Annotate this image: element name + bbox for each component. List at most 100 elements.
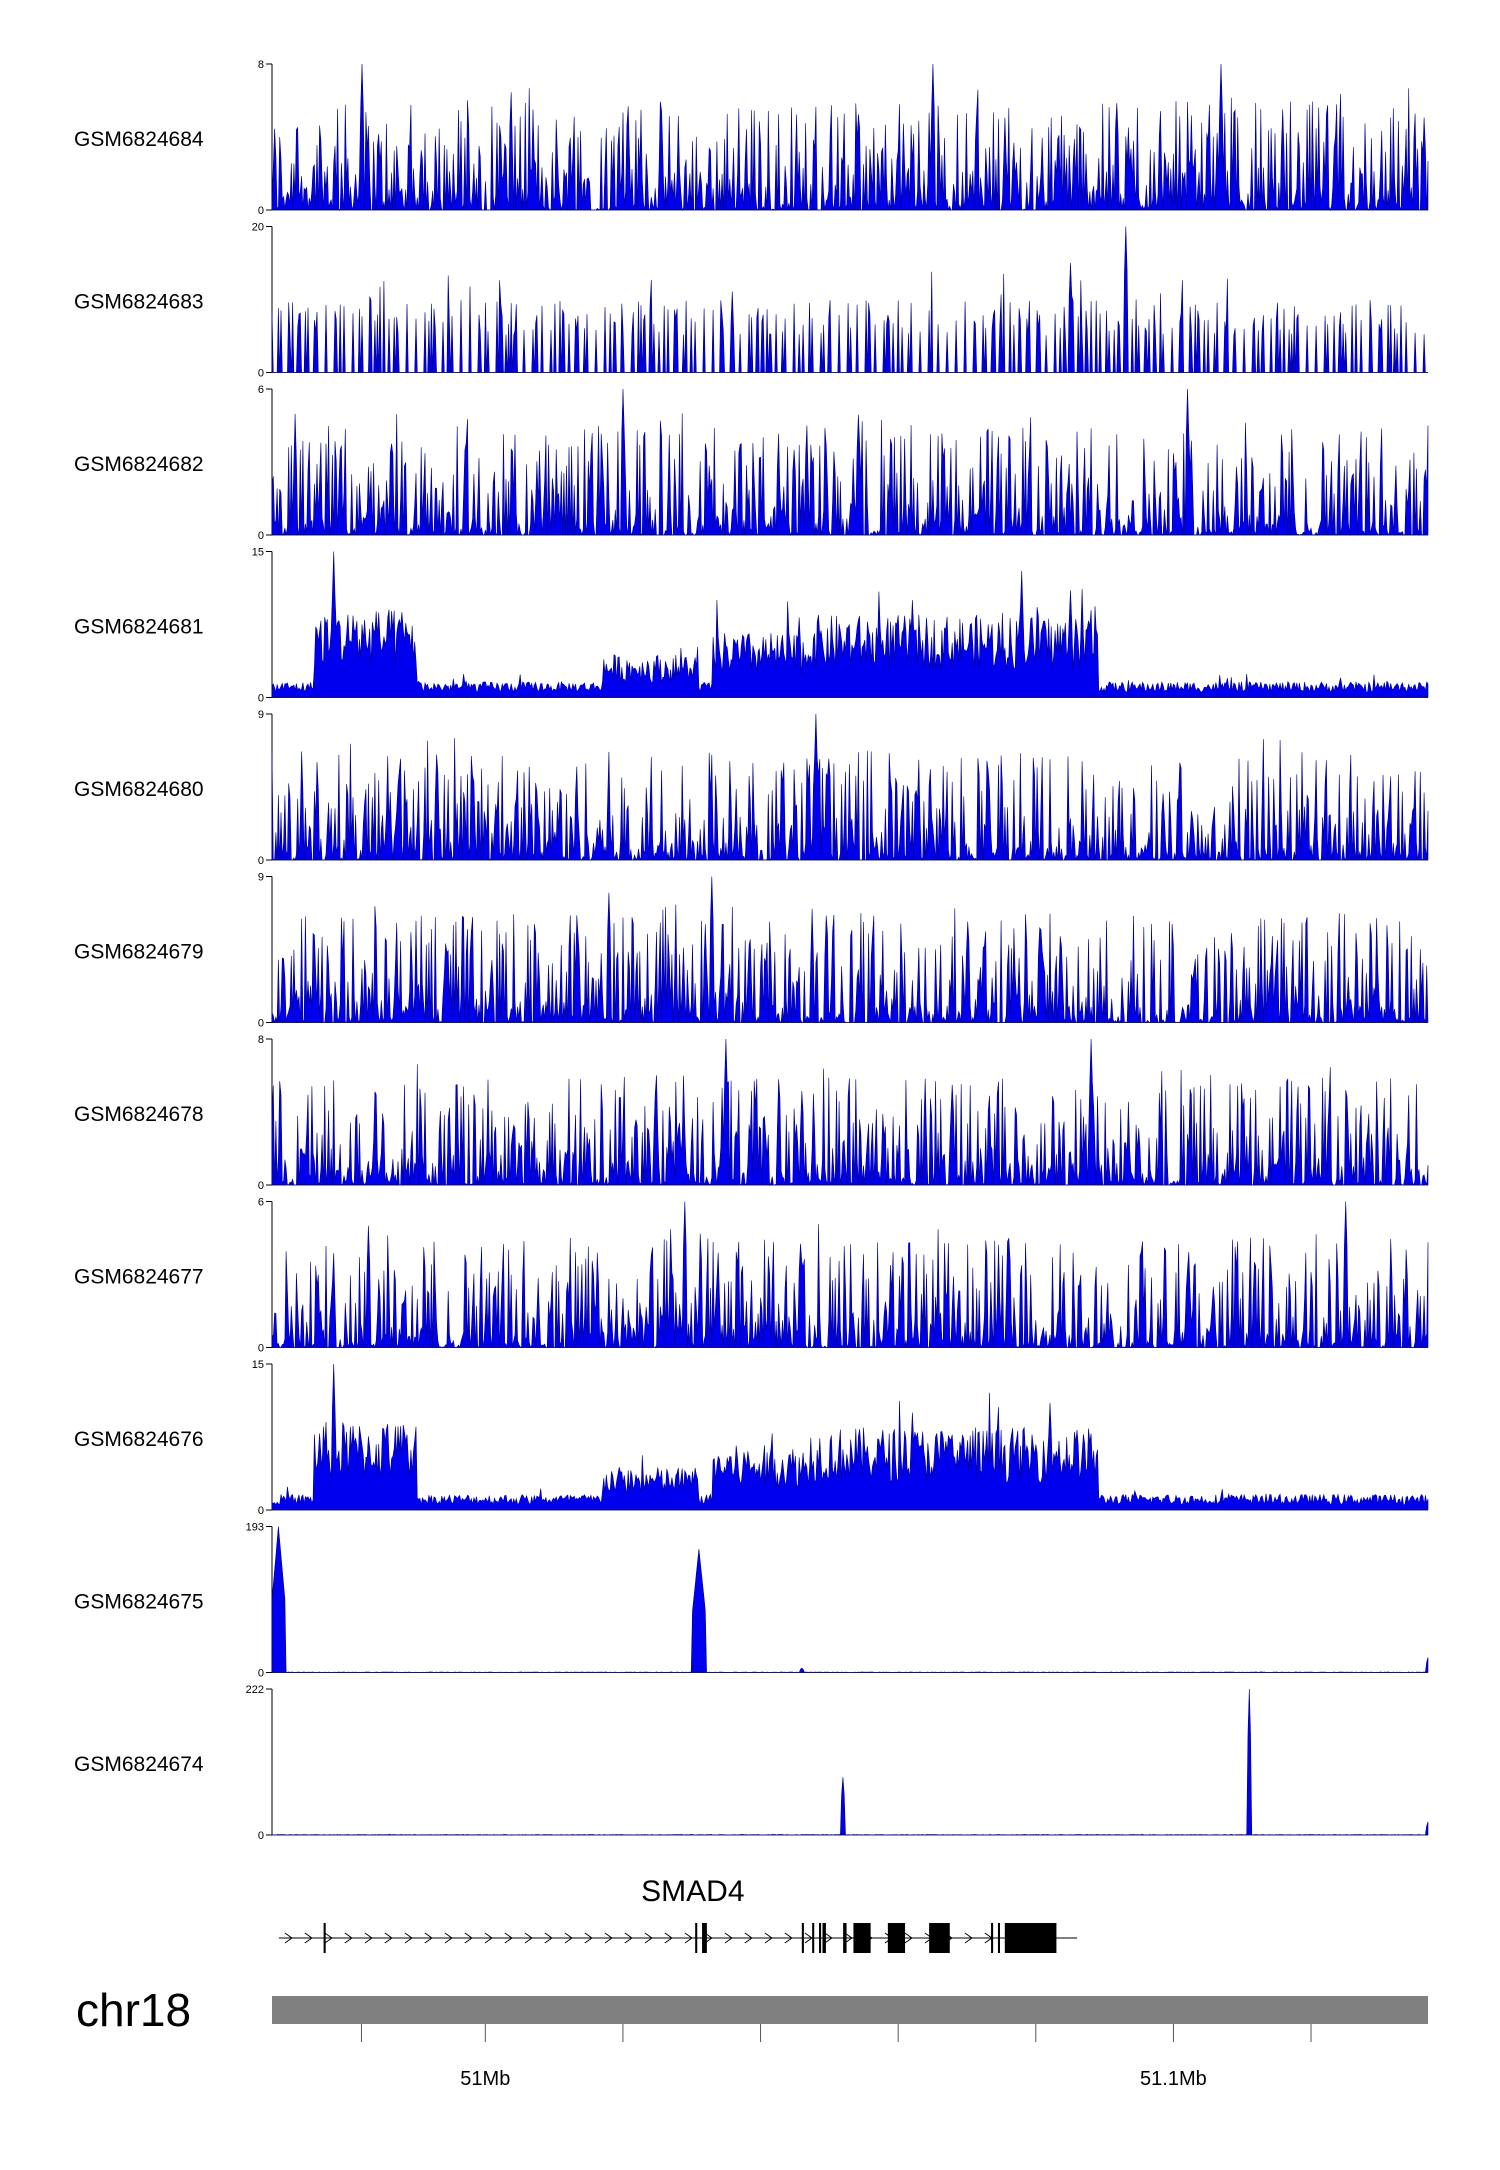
y-max-label: 222	[246, 1684, 264, 1696]
strand-arrow	[684, 1932, 693, 1944]
track-GSM6824679: GSM6824679 9 0	[74, 872, 1429, 1030]
strand-arrow	[724, 1932, 733, 1944]
track-label: GSM6824675	[74, 1591, 204, 1614]
strand-arrow	[784, 1932, 793, 1944]
strand-arrow	[524, 1932, 533, 1944]
gene-exon	[819, 1923, 822, 1953]
strand-arrow	[844, 1932, 853, 1944]
y-min-label: 0	[258, 693, 264, 705]
strand-arrow	[404, 1932, 413, 1944]
y-min-label: 0	[258, 530, 264, 542]
y-min-label: 0	[258, 1343, 264, 1355]
y-max-label: 9	[258, 872, 264, 884]
strand-arrow	[504, 1932, 513, 1944]
track-label: GSM6824674	[74, 1753, 204, 1776]
coverage-area	[271, 1526, 1429, 1673]
y-max-label: 15	[252, 1359, 264, 1371]
coverage-area	[271, 1688, 1429, 1836]
coverage-area	[271, 1038, 1429, 1187]
track-label: GSM6824681	[74, 616, 204, 639]
gene-exon	[997, 1923, 1001, 1953]
track-GSM6824676: GSM6824676 15 0	[74, 1359, 1429, 1517]
gene-exon	[853, 1923, 871, 1953]
strand-arrow	[564, 1932, 573, 1944]
y-max-label: 6	[258, 384, 264, 396]
strand-arrow	[384, 1932, 393, 1944]
track-label: GSM6824684	[74, 128, 204, 151]
strand-arrow	[744, 1932, 753, 1944]
y-min-label: 0	[258, 1180, 264, 1192]
track-GSM6824678: GSM6824678 8 0	[74, 1034, 1429, 1192]
gene-exon	[887, 1923, 906, 1953]
strand-arrow	[624, 1932, 633, 1944]
gene-exon	[702, 1923, 707, 1953]
track-GSM6824684: GSM6824684 8 0	[74, 59, 1429, 217]
track-GSM6824682: GSM6824682 6 0	[74, 384, 1429, 542]
track-GSM6824680: GSM6824680 9 0	[74, 709, 1429, 867]
track-label: GSM6824677	[74, 1266, 204, 1289]
track-GSM6824674: GSM6824674 222 0	[74, 1684, 1429, 1842]
track-label: GSM6824682	[74, 453, 204, 476]
strand-arrow	[424, 1932, 433, 1944]
track-GSM6824681: GSM6824681 15 0	[74, 547, 1429, 705]
y-min-label: 0	[258, 368, 264, 380]
gene-exon	[991, 1923, 994, 1953]
coverage-area	[271, 713, 1429, 862]
strand-arrow	[644, 1932, 653, 1944]
coverage-area	[271, 226, 1428, 373]
coverage-area	[271, 63, 1429, 212]
track-GSM6824683: GSM6824683 20 0	[74, 222, 1428, 380]
track-label: GSM6824680	[74, 778, 204, 801]
gene-exon	[1004, 1923, 1057, 1953]
y-min-label: 0	[258, 205, 264, 217]
y-max-label: 193	[246, 1522, 264, 1534]
track-GSM6824675: GSM6824675 193 0	[74, 1522, 1429, 1680]
strand-arrow	[544, 1932, 553, 1944]
strand-arrow	[444, 1932, 453, 1944]
chromosome-axis: chr18 51Mb 51.1Mb	[76, 1984, 1428, 2090]
strand-arrow	[764, 1932, 773, 1944]
strand-arrow	[704, 1932, 713, 1944]
strand-arrow	[904, 1932, 913, 1944]
strand-arrow	[364, 1932, 373, 1944]
coverage-area	[271, 1363, 1429, 1511]
strand-arrow	[344, 1932, 353, 1944]
strand-arrow	[324, 1932, 333, 1944]
y-max-label: 15	[252, 547, 264, 559]
y-max-label: 9	[258, 709, 264, 721]
y-max-label: 8	[258, 1034, 264, 1046]
y-max-label: 6	[258, 1197, 264, 1209]
gene-annotation-track: SMAD4	[278, 1875, 1078, 1953]
strand-arrow	[824, 1932, 833, 1944]
strand-arrow	[284, 1932, 293, 1944]
strand-arrow	[664, 1932, 673, 1944]
track-label: GSM6824676	[74, 1428, 204, 1451]
strand-arrow	[804, 1932, 813, 1944]
chromosome-name: chr18	[76, 1984, 191, 2036]
coverage-area	[271, 388, 1429, 537]
gene-name: SMAD4	[641, 1875, 744, 1908]
y-min-label: 0	[258, 1830, 264, 1842]
gene-exon	[843, 1923, 847, 1953]
gene-exon	[812, 1923, 815, 1953]
y-min-label: 0	[258, 1018, 264, 1030]
x-tick-label: 51Mb	[460, 2068, 510, 2090]
strand-arrow	[584, 1932, 593, 1944]
y-min-label: 0	[258, 1668, 264, 1680]
coverage-area	[271, 551, 1429, 698]
track-GSM6824677: GSM6824677 6 0	[74, 1197, 1429, 1355]
y-max-label: 20	[252, 222, 264, 234]
gene-exon	[323, 1923, 326, 1953]
coverage-area	[271, 1201, 1429, 1349]
y-min-label: 0	[258, 855, 264, 867]
strand-arrow	[964, 1932, 973, 1944]
gene-exon	[822, 1923, 826, 1953]
y-max-label: 8	[258, 59, 264, 71]
strand-arrow	[604, 1932, 613, 1944]
x-tick-label: 51.1Mb	[1140, 2068, 1207, 2090]
chromosome-bar	[272, 1996, 1428, 2024]
strand-arrow	[484, 1932, 493, 1944]
track-label: GSM6824683	[74, 291, 204, 314]
strand-arrow	[464, 1932, 473, 1944]
